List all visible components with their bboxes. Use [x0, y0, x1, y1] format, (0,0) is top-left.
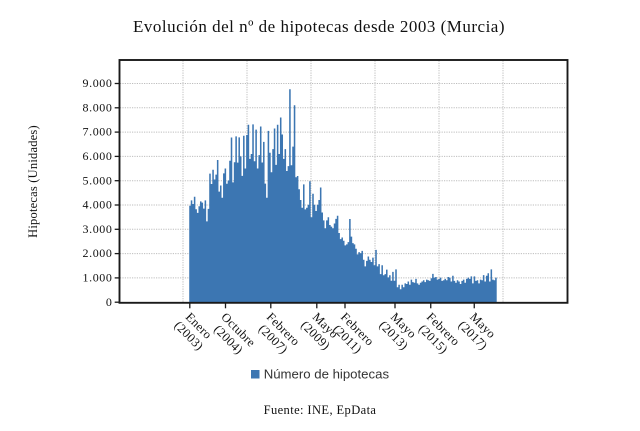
svg-text:9.000: 9.000 — [83, 76, 113, 90]
svg-text:7.000: 7.000 — [83, 125, 113, 139]
svg-text:5.000: 5.000 — [83, 173, 113, 187]
svg-text:Número de hipotecas: Número de hipotecas — [264, 366, 390, 381]
svg-text:8.000: 8.000 — [83, 100, 113, 114]
svg-text:1.000: 1.000 — [83, 271, 113, 285]
svg-text:2.000: 2.000 — [83, 246, 113, 260]
svg-text:4.000: 4.000 — [83, 198, 113, 212]
svg-text:Evolución del nº de hipotecas: Evolución del nº de hipotecas desde 2003… — [133, 17, 505, 36]
svg-text:0: 0 — [106, 295, 113, 309]
svg-text:Hipotecas (Unidades): Hipotecas (Unidades) — [26, 125, 40, 238]
svg-text:Fuente: INE, EpData: Fuente: INE, EpData — [264, 403, 377, 417]
svg-text:6.000: 6.000 — [83, 149, 113, 163]
svg-text:3.000: 3.000 — [83, 222, 113, 236]
